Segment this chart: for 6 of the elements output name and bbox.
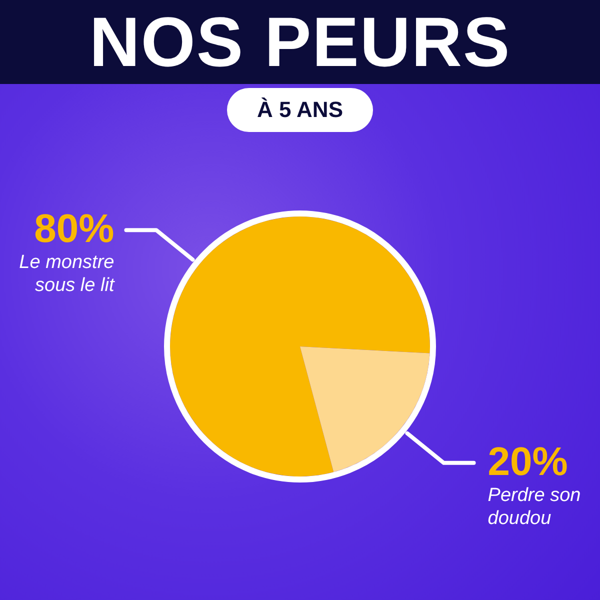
slice-label: Perdre son doudou	[488, 484, 581, 529]
data-label: 80%	[34, 207, 114, 252]
chart-subtitle: À 5 ANS	[227, 88, 373, 132]
slice-label: Le monstre sous le lit	[19, 252, 115, 296]
chart-title: NOS PEURS	[0, 0, 600, 84]
data-label: 20%	[488, 440, 568, 484]
